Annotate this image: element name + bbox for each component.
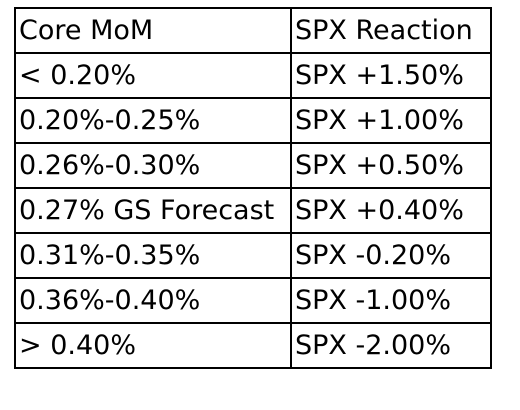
table-row: < 0.20% SPX +1.50%	[14, 52, 492, 99]
table-row: 0.27% GS Forecast SPX +0.40%	[14, 187, 492, 234]
core-mom-cell: 0.36%-0.40%	[14, 277, 292, 324]
spx-reaction-cell: SPX -0.20%	[290, 232, 492, 279]
table-row: 0.36%-0.40% SPX -1.00%	[14, 277, 492, 324]
core-mom-cell: 0.31%-0.35%	[14, 232, 292, 279]
header-spx-reaction: SPX Reaction	[290, 7, 492, 54]
header-core-mom: Core MoM	[14, 7, 292, 54]
core-mom-cell: < 0.20%	[14, 52, 292, 99]
table-row: 0.31%-0.35% SPX -0.20%	[14, 232, 492, 279]
core-mom-cell: > 0.40%	[14, 322, 292, 369]
table-row: 0.20%-0.25% SPX +1.00%	[14, 97, 492, 144]
spx-reaction-table: Core MoM SPX Reaction < 0.20% SPX +1.50%…	[14, 7, 492, 369]
header-row: Core MoM SPX Reaction	[14, 7, 492, 54]
table-body: < 0.20% SPX +1.50% 0.20%-0.25% SPX +1.00…	[14, 52, 492, 369]
table-row: 0.26%-0.30% SPX +0.50%	[14, 142, 492, 189]
spx-reaction-cell: SPX +0.40%	[290, 187, 492, 234]
spx-reaction-cell: SPX +1.00%	[290, 97, 492, 144]
table-header: Core MoM SPX Reaction	[14, 7, 492, 54]
core-mom-cell: 0.20%-0.25%	[14, 97, 292, 144]
spx-reaction-cell: SPX +1.50%	[290, 52, 492, 99]
spx-reaction-cell: SPX -2.00%	[290, 322, 492, 369]
core-mom-cell: 0.26%-0.30%	[14, 142, 292, 189]
spx-reaction-cell: SPX -1.00%	[290, 277, 492, 324]
table-row: > 0.40% SPX -2.00%	[14, 322, 492, 369]
core-mom-cell: 0.27% GS Forecast	[14, 187, 292, 234]
spx-reaction-cell: SPX +0.50%	[290, 142, 492, 189]
